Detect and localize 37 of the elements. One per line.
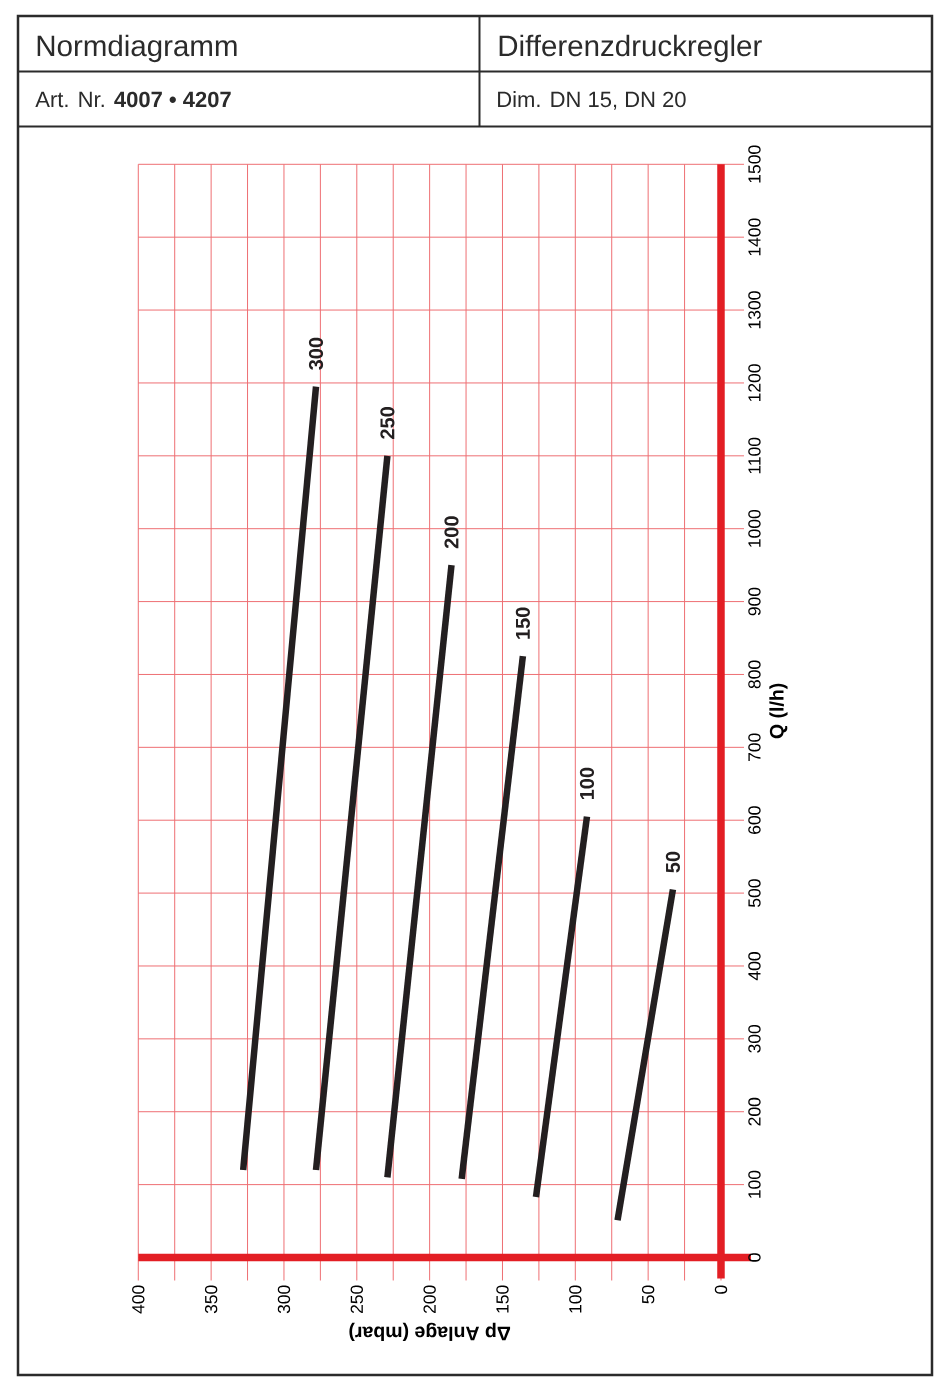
x-tick-label: 100 [569, 1285, 582, 1313]
chart-subtitle: Differenzdruckregler [499, 34, 762, 63]
y-tick-label: 1000 [748, 509, 761, 547]
y-tick-label: 900 [748, 587, 761, 616]
text: 200 [444, 516, 459, 549]
y-tick-label: 1400 [748, 218, 761, 256]
y-tick-label: 1100 [748, 437, 761, 474]
x-tick-label: 50 [641, 1285, 655, 1304]
x-axis-title: Δp Anlage (mbar) [349, 1322, 511, 1341]
y-tick-label: 500 [748, 879, 761, 907]
y-tick-label: 0 [748, 1253, 761, 1262]
x-tick-label: 250 [350, 1285, 363, 1314]
x-tick-label: 400 [132, 1285, 145, 1314]
chart-title: Normdiagramm [37, 34, 237, 63]
text: Art. Nr. 4007 • 4207 [35, 91, 231, 108]
y-tick-label: 300 [748, 1024, 761, 1053]
y-tick-label: 200 [748, 1097, 761, 1126]
y-tick-label: 800 [748, 660, 761, 689]
x-tick-label: 150 [496, 1285, 509, 1313]
y-tick-label: 1500 [748, 145, 761, 183]
y-axis-title: Q (l/h) [769, 683, 788, 739]
y-tick-label: 400 [748, 952, 761, 981]
y-tick-label: 1200 [748, 364, 761, 402]
x-tick-label: 0 [714, 1285, 728, 1294]
text: 100 [579, 767, 595, 800]
y-tick-label: 600 [748, 806, 761, 834]
x-tick-label: 300 [277, 1285, 291, 1314]
y-tick-label: 700 [748, 733, 761, 762]
y-tick-label: 1300 [748, 291, 761, 329]
text: 250 [380, 407, 395, 439]
x-tick-label: 350 [204, 1285, 218, 1314]
x-tick-label: 200 [423, 1285, 436, 1314]
text: 150 [515, 607, 530, 639]
text: Dim. DN 15, DN 20 [498, 91, 686, 110]
text: 300 [308, 337, 324, 370]
y-tick-label: 100 [748, 1170, 761, 1198]
text: 50 [665, 851, 680, 873]
